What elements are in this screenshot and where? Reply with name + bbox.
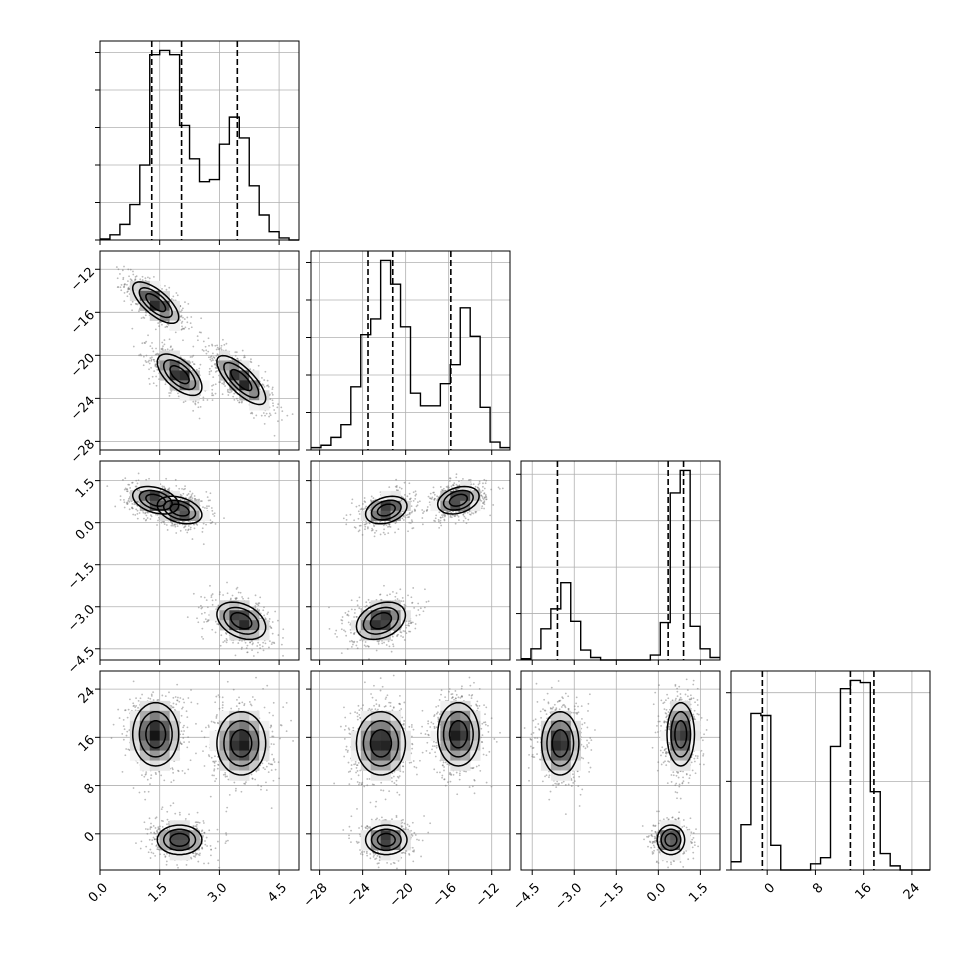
grid: [99, 251, 299, 450]
x-tick-label: −16: [430, 880, 460, 910]
x-tick-label: 1.5: [686, 880, 711, 905]
panel-axes: [306, 480, 493, 665]
y-tick-label: 1.5: [73, 476, 98, 501]
scatter-2-0: [106, 472, 285, 660]
panel-frame: [520, 460, 721, 661]
panel-frame: [730, 670, 931, 871]
x-tick-label: 8: [810, 880, 826, 896]
x-tick-label: −20: [387, 880, 417, 910]
x-tick-label: 3.0: [205, 880, 230, 905]
panel-frame: [99, 40, 300, 241]
scatter-3-1: [333, 674, 501, 870]
y-tick-label: 8: [82, 781, 98, 797]
grid: [521, 461, 720, 660]
x-tick-label: −1.5: [594, 880, 627, 913]
x-tick-label: 16: [852, 880, 874, 902]
panel-frame: [99, 250, 300, 451]
panel-axes: [319, 450, 493, 455]
scatter-1-0: [115, 265, 294, 437]
scatter-3-0: [110, 676, 294, 869]
x-tick-label: 0.0: [644, 880, 669, 905]
x-tick-label: −3.0: [552, 880, 585, 913]
histogram-0: [100, 49, 299, 241]
panel-axes: 0 8 16 24: [762, 870, 923, 903]
panel-frame: [99, 670, 300, 871]
grid: [731, 671, 930, 870]
y-tick-label: −12: [68, 265, 98, 295]
x-tick-label: 4.5: [265, 880, 290, 905]
x-tick-label: 1.5: [146, 880, 171, 905]
panel-axes: [99, 240, 280, 245]
panel-frame: [310, 460, 511, 661]
y-tick-label: 0.0: [73, 518, 98, 543]
panel-frame: [99, 460, 300, 661]
panel-frame: [310, 250, 511, 451]
histogram-3: [731, 679, 930, 871]
y-tick-label: 0: [82, 829, 98, 845]
y-tick-label: −20: [68, 351, 98, 381]
scatter-2-1: [328, 473, 504, 660]
y-tick-label: −16: [68, 308, 98, 338]
x-tick-label: −24: [344, 880, 374, 910]
x-tick-label: −12: [473, 880, 503, 910]
panel-frame: [520, 670, 721, 871]
panel-axes: [531, 660, 701, 665]
y-tick-label: 16: [76, 733, 98, 755]
x-tick-label: 0.0: [86, 880, 111, 905]
y-tick-label: −4.5: [65, 644, 98, 677]
y-tick-label: −3.0: [65, 602, 98, 635]
scatter-3-2: [523, 678, 709, 869]
y-tick-label: −28: [68, 437, 98, 467]
x-tick-label: −28: [301, 880, 331, 910]
y-tick-label: 24: [76, 685, 98, 707]
y-tick-label: −1.5: [65, 560, 98, 593]
x-tick-label: −4.5: [510, 880, 543, 913]
histogram-1: [311, 259, 510, 449]
histogram-2: [521, 469, 720, 661]
panel-frame: [310, 670, 511, 871]
x-tick-label: 24: [901, 880, 923, 902]
x-tick-label: 0: [762, 880, 778, 896]
y-tick-label: −24: [68, 394, 98, 424]
